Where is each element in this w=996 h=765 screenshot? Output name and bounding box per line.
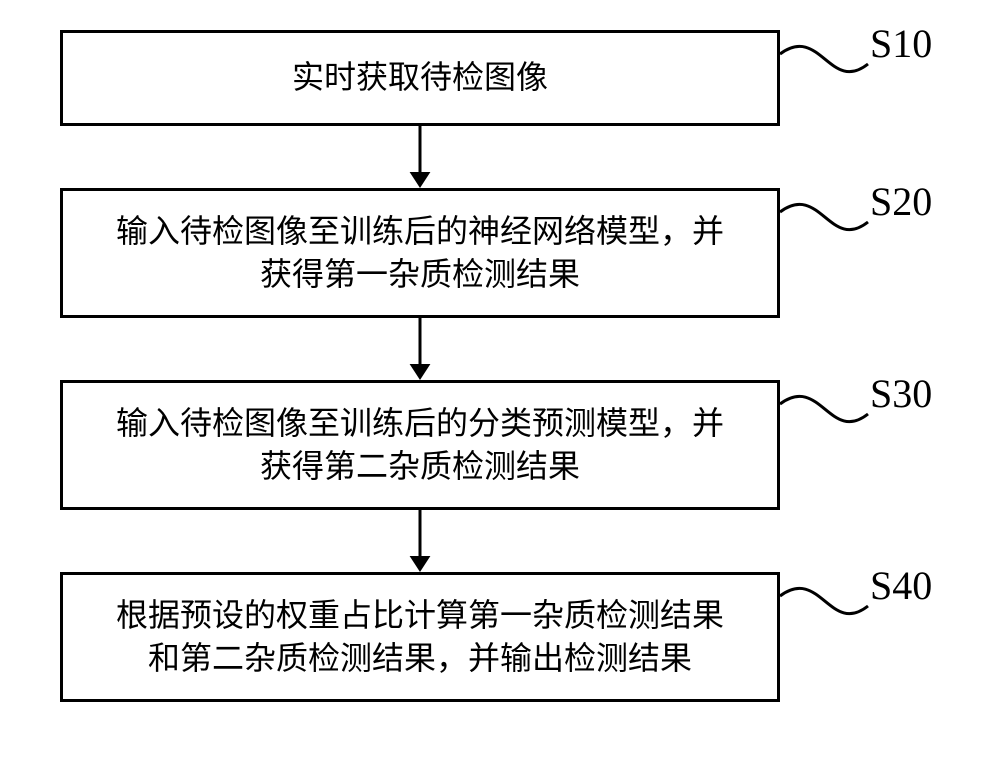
step-label-s10: S10 bbox=[870, 20, 932, 67]
flowchart-canvas: 实时获取待检图像输入待检图像至训练后的神经网络模型，并 获得第一杂质检测结果输入… bbox=[0, 0, 996, 765]
step-label-s20: S20 bbox=[870, 178, 932, 225]
flow-node-s20: 输入待检图像至训练后的神经网络模型，并 获得第一杂质检测结果 bbox=[60, 188, 780, 318]
step-label-s40: S40 bbox=[870, 562, 932, 609]
leader-curve bbox=[776, 178, 872, 256]
flow-node-s40: 根据预设的权重占比计算第一杂质检测结果 和第二杂质检测结果，并输出检测结果 bbox=[60, 572, 780, 702]
flow-node-text: 根据预设的权重占比计算第一杂质检测结果 和第二杂质检测结果，并输出检测结果 bbox=[116, 594, 724, 680]
leader-curve bbox=[776, 562, 872, 640]
flow-node-text: 输入待检图像至训练后的神经网络模型，并 获得第一杂质检测结果 bbox=[116, 210, 724, 296]
flow-node-text: 输入待检图像至训练后的分类预测模型，并 获得第二杂质检测结果 bbox=[116, 402, 724, 488]
flow-node-s30: 输入待检图像至训练后的分类预测模型，并 获得第二杂质检测结果 bbox=[60, 380, 780, 510]
step-label-s30: S30 bbox=[870, 370, 932, 417]
flow-node-s10: 实时获取待检图像 bbox=[60, 30, 780, 126]
flow-arrow bbox=[400, 510, 440, 572]
flow-node-text: 实时获取待检图像 bbox=[292, 56, 548, 99]
flow-arrow bbox=[400, 126, 440, 188]
flow-arrow bbox=[400, 318, 440, 380]
leader-curve bbox=[776, 370, 872, 448]
leader-curve bbox=[776, 20, 872, 98]
